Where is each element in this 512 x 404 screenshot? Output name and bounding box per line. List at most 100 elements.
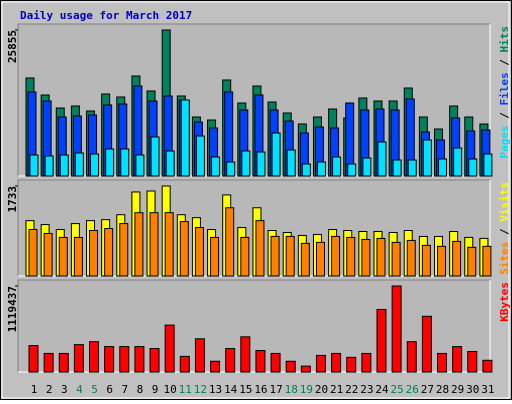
bar (58, 236, 68, 277)
x-tick-label: 29 (451, 383, 464, 396)
x-tick-label: 23 (360, 383, 373, 396)
legend-entry: Sites (498, 242, 511, 275)
bar (211, 156, 221, 177)
bar (468, 158, 478, 177)
bar (179, 355, 190, 373)
x-tick-label: 9 (152, 383, 159, 396)
bar (43, 352, 54, 373)
bar (270, 352, 281, 373)
bar (482, 359, 493, 373)
bar (362, 157, 372, 177)
x-tick-label: 27 (421, 383, 434, 396)
x-tick-label: 22 (345, 383, 358, 396)
bar (361, 352, 372, 373)
bar (467, 246, 477, 277)
x-tick-label: 1 (31, 383, 38, 396)
panel (17, 279, 491, 373)
bar (210, 360, 221, 373)
x-tick-label: 25 (390, 383, 403, 396)
bar (240, 236, 250, 277)
bar (104, 346, 115, 373)
bar (467, 350, 478, 373)
bar (255, 220, 265, 277)
bar (331, 235, 341, 277)
bar (29, 154, 39, 177)
bar (73, 236, 83, 277)
x-tick-label: 14 (224, 383, 238, 396)
bar (194, 227, 204, 277)
y-tick-label: 1119437 (6, 286, 19, 332)
bar (195, 135, 205, 177)
bar (438, 158, 448, 177)
bar (377, 141, 387, 177)
bar (256, 151, 266, 177)
bar (149, 212, 159, 277)
bar (376, 237, 386, 277)
bar (376, 308, 387, 373)
bar (225, 348, 236, 373)
bar (392, 159, 402, 177)
bar (180, 99, 190, 177)
bar (59, 154, 69, 177)
bar (119, 346, 130, 373)
bar (179, 221, 189, 277)
bar (285, 360, 296, 373)
bar (58, 352, 69, 373)
x-tick-label: 10 (164, 383, 177, 396)
bar (149, 348, 160, 373)
bar (421, 244, 431, 277)
bar (90, 153, 100, 177)
bar (89, 341, 100, 373)
bar (301, 163, 311, 177)
bar (332, 156, 342, 177)
x-tick-label: 11 (179, 383, 192, 396)
bar (285, 235, 295, 277)
legend: Sites / Visits (498, 182, 511, 275)
bar (120, 148, 130, 177)
bar (347, 163, 357, 177)
x-tick-label: 18 (285, 383, 298, 396)
x-tick-label: 3 (61, 383, 68, 396)
legend-entry: Visits (498, 182, 511, 222)
bar (73, 344, 84, 373)
chart-title: Daily usage for March 2017 (20, 9, 192, 22)
bar (452, 346, 463, 373)
bar (74, 152, 84, 177)
bar (437, 245, 447, 277)
bar (452, 240, 462, 277)
bar (407, 159, 417, 177)
legend-entry: Files (498, 72, 511, 105)
bar (300, 365, 311, 373)
legend-entry: Hits (498, 26, 511, 53)
bar (271, 132, 281, 177)
x-tick-label: 6 (106, 383, 113, 396)
bar (134, 212, 144, 277)
x-tick-label: 19 (300, 383, 313, 396)
x-tick-label: 21 (330, 383, 343, 396)
y-tick-label: 1733 (6, 186, 19, 213)
x-tick-label: 8 (137, 383, 144, 396)
bar (406, 239, 416, 277)
legend-separator: / (498, 106, 511, 126)
x-tick-label: 16 (254, 383, 267, 396)
legend-entry: KBytes (498, 282, 511, 322)
x-tick-label: 15 (239, 383, 252, 396)
bar (346, 356, 357, 373)
bar (300, 242, 310, 277)
bar (150, 136, 160, 177)
bevel (1, 1, 510, 399)
x-tick-label: 2 (46, 383, 53, 396)
bar (165, 150, 175, 177)
x-tick-label: 20 (315, 383, 328, 396)
x-tick-label: 31 (481, 383, 494, 396)
bar (346, 236, 356, 277)
bar (286, 149, 296, 177)
bar (483, 153, 493, 177)
bar (241, 150, 251, 177)
x-tick-label: 17 (269, 383, 282, 396)
bar (210, 236, 220, 277)
legend: KBytes (498, 282, 511, 322)
bar (164, 212, 174, 277)
bar (28, 345, 39, 373)
